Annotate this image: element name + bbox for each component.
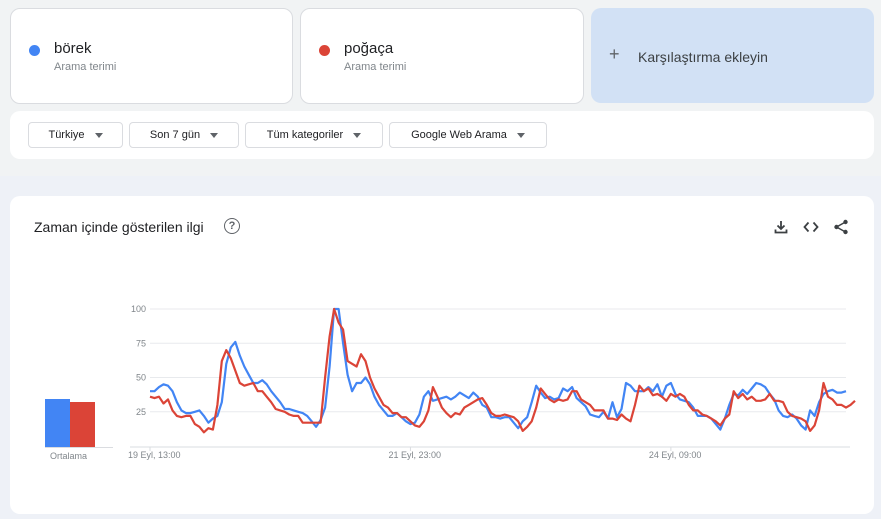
average-axis-line — [45, 447, 113, 448]
y-tick-label: 25 — [136, 407, 146, 417]
series-line-borek[interactable] — [150, 307, 847, 431]
y-tick-label: 50 — [136, 373, 146, 383]
add-comparison-button[interactable]: + Karşılaştırma ekleyin — [591, 8, 874, 103]
series-line-pogaca[interactable] — [149, 307, 856, 434]
caret-down-icon — [210, 132, 219, 138]
y-tick-label: 75 — [136, 338, 146, 348]
series-color-dot-red — [319, 45, 330, 56]
x-tick-label: 24 Eyl, 09:00 — [649, 450, 702, 460]
search-term-subtitle: Arama terimi — [344, 61, 407, 73]
interest-line-chart[interactable]: 100 75 50 25 19 Eyl, 13:00 21 Eyl, 23:00 24 Ey… — [10, 196, 874, 514]
search-term-name[interactable]: poğaça — [344, 40, 394, 57]
search-type-filter-label: Google Web Arama — [411, 129, 507, 141]
embed-code-icon[interactable] — [802, 218, 820, 236]
time-range-filter-dropdown[interactable]: Son 7 gün — [129, 122, 239, 148]
plus-icon: + — [609, 44, 620, 64]
region-filter-dropdown[interactable]: Türkiye — [28, 122, 123, 148]
download-icon[interactable] — [772, 218, 790, 236]
search-term-name[interactable]: börek — [54, 40, 92, 57]
share-icon[interactable] — [832, 218, 850, 236]
caret-down-icon — [353, 132, 362, 138]
search-type-filter-dropdown[interactable]: Google Web Arama — [389, 122, 547, 148]
category-filter-label: Tüm kategoriler — [266, 129, 344, 141]
search-term-card-1[interactable]: börek Arama terimi — [10, 8, 293, 104]
help-icon[interactable]: ? — [224, 218, 240, 234]
search-term-subtitle: Arama terimi — [54, 61, 117, 73]
x-tick-label: 21 Eyl, 23:00 — [388, 450, 441, 460]
caret-down-icon — [94, 132, 103, 138]
category-filter-dropdown[interactable]: Tüm kategoriler — [245, 122, 383, 148]
chart-title: Zaman içinde gösterilen ilgi — [34, 219, 204, 235]
series-color-dot-blue — [29, 45, 40, 56]
search-term-card-2[interactable]: poğaça Arama terimi — [300, 8, 584, 104]
caret-down-icon — [516, 132, 525, 138]
add-comparison-label: Karşılaştırma ekleyin — [638, 49, 768, 65]
time-range-filter-label: Son 7 gün — [149, 129, 201, 141]
average-label: Ortalama — [50, 451, 88, 461]
average-bar-pogaca — [70, 402, 95, 447]
region-filter-label: Türkiye — [48, 129, 85, 141]
interest-over-time-card: Zaman içinde gösterilen ilgi ? Ortalama … — [10, 196, 874, 514]
average-bar-borek — [45, 399, 70, 447]
x-tick-label: 19 Eyl, 13:00 — [128, 450, 181, 460]
y-tick-label: 100 — [131, 304, 146, 314]
filter-bar: Türkiye Son 7 gün Tüm kategoriler Google… — [10, 111, 874, 159]
